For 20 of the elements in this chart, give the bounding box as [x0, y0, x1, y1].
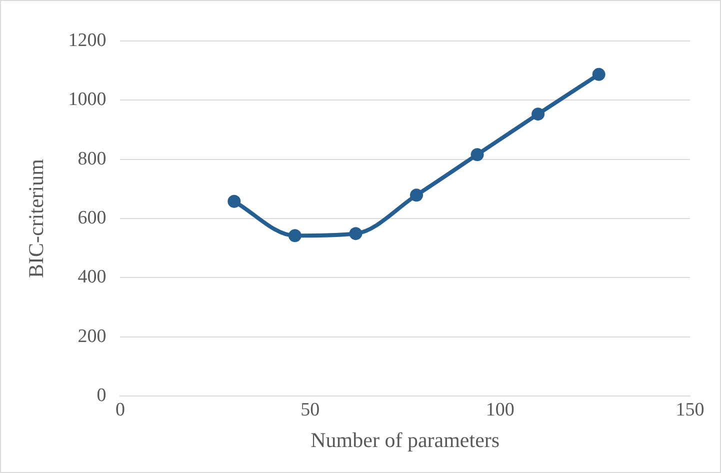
y-axis-title: BIC-criterium: [24, 159, 48, 278]
x-axis-title: Number of parameters: [310, 428, 500, 452]
point: [470, 148, 484, 162]
x-tick-label: 100: [486, 399, 514, 420]
point: [288, 229, 302, 242]
y-tick-label: 1000: [68, 89, 106, 110]
x-tick-label: 50: [300, 399, 320, 420]
y-tick-label: 400: [78, 266, 106, 288]
point: [532, 108, 545, 121]
y-tick-label: 1200: [68, 30, 106, 51]
point: [228, 194, 241, 208]
point: [592, 68, 606, 81]
y-tick-label: 200: [78, 326, 106, 347]
point: [349, 227, 362, 240]
y-tick-label: 600: [78, 207, 106, 228]
x-tick-label: 0: [115, 399, 125, 420]
y-tick-label: 0: [96, 384, 106, 406]
y-tick-label: 800: [78, 148, 106, 170]
point: [410, 188, 423, 202]
x-tick-label: 150: [676, 399, 704, 420]
